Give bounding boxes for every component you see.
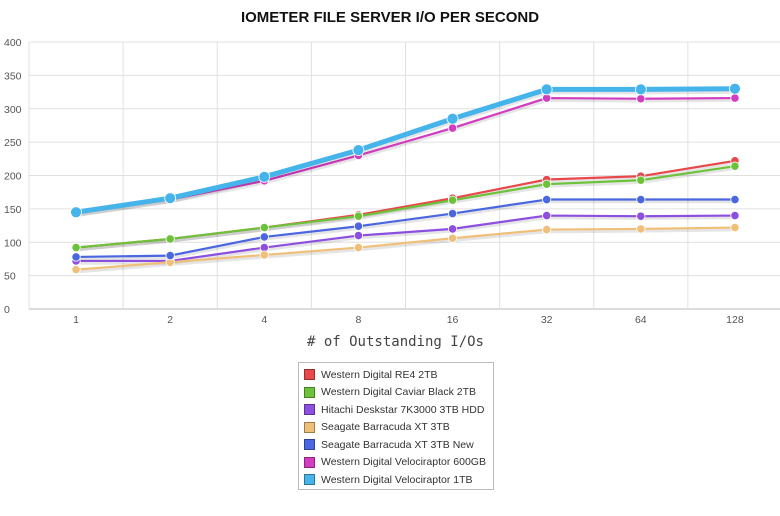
data-point — [447, 224, 458, 234]
legend-item: Western Digital Velociraptor 1TB — [299, 471, 493, 489]
y-tick-label: 250 — [4, 137, 22, 149]
series-line — [74, 214, 737, 263]
y-tick-label: 200 — [4, 171, 22, 183]
legend-swatch — [304, 474, 315, 486]
x-tick-label: 2 — [167, 314, 173, 326]
data-point — [540, 83, 553, 96]
series-line-shadow — [76, 199, 735, 261]
data-point — [71, 242, 81, 253]
data-point — [542, 224, 552, 235]
x-tick-label: 128 — [726, 314, 744, 326]
data-point — [352, 144, 365, 157]
data-point — [447, 208, 458, 219]
data-point — [636, 175, 646, 185]
legend-swatch — [304, 404, 315, 416]
legend-item: Hitachi Deskstar 7K3000 3TB HDD — [299, 401, 493, 419]
x-tick-label: 8 — [356, 314, 362, 326]
y-tick-label: 300 — [4, 104, 22, 116]
legend-swatch — [304, 439, 315, 451]
data-point — [636, 94, 646, 104]
y-tick-label: 100 — [4, 237, 22, 249]
legend-item: Western Digital Caviar Black 2TB — [299, 384, 493, 402]
series-2 — [71, 161, 740, 253]
data-point — [542, 194, 552, 205]
data-point — [353, 230, 364, 241]
series-4 — [71, 222, 740, 275]
series-line — [74, 198, 737, 259]
data-point — [636, 224, 646, 234]
legend-label: Western Digital Caviar Black 2TB — [321, 386, 477, 399]
legend-swatch — [304, 369, 315, 381]
data-point — [259, 222, 269, 233]
data-point — [164, 192, 177, 205]
x-tick-label: 16 — [447, 314, 459, 326]
data-point — [71, 265, 81, 275]
series-line — [74, 165, 737, 249]
legend-item: Western Digital Velociraptor 600GB — [299, 454, 493, 472]
series-line-shadow — [75, 227, 735, 274]
data-point — [353, 211, 364, 221]
legend-label: Hitachi Deskstar 7K3000 3TB HDD — [321, 403, 485, 416]
legend-label: Western Digital RE4 2TB — [321, 368, 438, 381]
chart-title: IOMETER FILE SERVER I/O PER SECOND — [240, 9, 540, 26]
data-point — [258, 170, 271, 183]
series-line-shadow — [75, 166, 736, 252]
legend-label: Western Digital Velociraptor 1TB — [321, 473, 473, 486]
data-point — [259, 232, 269, 242]
data-point — [542, 179, 552, 189]
data-point — [542, 210, 552, 221]
x-tick-label: 32 — [541, 314, 553, 326]
chart-legend: Western Digital RE4 2TB Western Digital C… — [298, 362, 494, 490]
legend-label: Seagate Barracuda XT 3TB New — [321, 438, 474, 451]
data-point — [730, 222, 740, 233]
data-point — [730, 210, 740, 221]
data-point — [165, 234, 175, 244]
data-point — [730, 194, 740, 205]
y-tick-label: 350 — [4, 70, 22, 82]
x-tick-label: 64 — [635, 314, 647, 326]
data-point — [636, 194, 646, 205]
y-tick-label: 150 — [4, 204, 22, 216]
legend-swatch — [304, 386, 315, 398]
x-tick-label: 4 — [261, 314, 267, 326]
legend-item: Western Digital RE4 2TB — [299, 366, 493, 384]
x-tick-label: 1 — [73, 314, 79, 326]
data-point — [447, 195, 458, 205]
data-point — [634, 83, 647, 96]
data-point — [70, 206, 82, 219]
data-point — [730, 93, 740, 103]
legend-item: Seagate Barracuda XT 3TB — [299, 419, 493, 437]
series-5 — [71, 194, 740, 262]
data-point — [259, 250, 269, 260]
data-point — [446, 112, 459, 125]
series-7 — [70, 82, 741, 219]
data-point — [729, 82, 741, 95]
series-line — [73, 86, 738, 215]
data-point — [165, 251, 175, 261]
y-tick-label: 0 — [4, 304, 10, 316]
legend-swatch — [304, 421, 315, 433]
series-line — [74, 226, 737, 271]
legend-label: Seagate Barracuda XT 3TB — [321, 421, 450, 434]
data-point — [636, 211, 646, 221]
data-point — [447, 233, 458, 243]
x-axis-label: # of Outstanding I/Os — [307, 334, 484, 350]
legend-swatch — [304, 456, 315, 468]
series-line-shadow — [75, 98, 735, 217]
legend-label: Western Digital Velociraptor 600GB — [321, 456, 486, 469]
data-point — [730, 161, 740, 171]
y-tick-label: 50 — [4, 271, 16, 283]
data-point — [71, 252, 81, 262]
data-point — [353, 221, 364, 231]
y-tick-label: 400 — [4, 37, 22, 49]
data-point — [447, 123, 458, 133]
legend-item: Seagate Barracuda XT 3TB New — [299, 436, 493, 454]
data-point — [353, 242, 364, 253]
